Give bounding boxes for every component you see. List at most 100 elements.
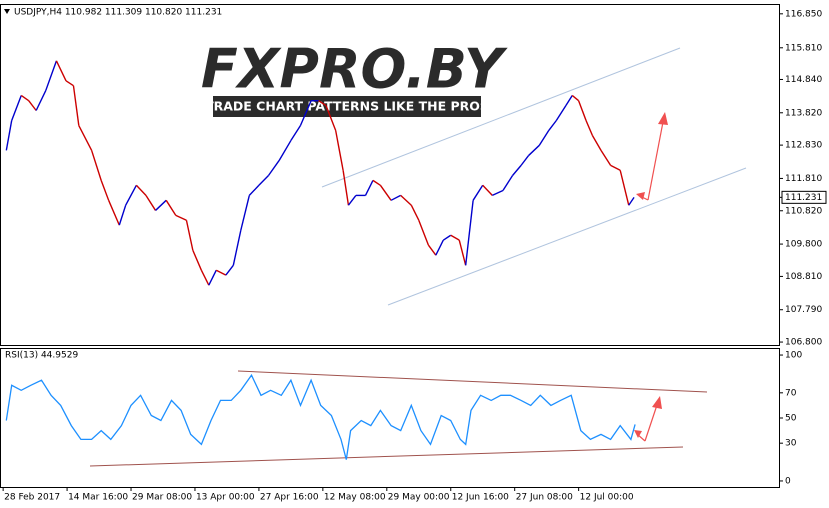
- price-segment: [325, 105, 337, 131]
- price-segment: [258, 175, 270, 186]
- x-tick-label: 12 Jul 00:00: [580, 493, 634, 503]
- arrowhead: [652, 396, 662, 409]
- x-tick-label: 14 Mar 16:00: [68, 493, 128, 503]
- price-segment: [538, 130, 550, 146]
- last-price-box: [781, 190, 827, 204]
- y-tick-label: 107.790: [785, 305, 822, 315]
- channel-lower: [387, 167, 747, 306]
- price-header: USDJPY,H4 110.982 111.309 110.820 111.23…: [14, 8, 222, 18]
- price-segment: [200, 269, 210, 286]
- price-segment: [100, 180, 110, 201]
- last-price-label: 111.231: [785, 193, 822, 203]
- price-segment: [334, 130, 344, 171]
- price-segment: [65, 80, 74, 87]
- price-segment: [410, 204, 420, 221]
- price-segment: [591, 135, 602, 151]
- price-segment: [267, 160, 280, 176]
- price-segment: [427, 244, 437, 256]
- price-segment: [192, 250, 203, 271]
- price-segment: [90, 150, 102, 181]
- header-icon: [4, 9, 10, 14]
- price-segment: [628, 196, 635, 206]
- rsi-trend-upper: [237, 370, 708, 393]
- price-segment: [232, 230, 242, 266]
- rsi-trend-lines: [89, 370, 708, 467]
- price-segment: [364, 180, 374, 196]
- price-segment: [240, 195, 251, 231]
- price-segment: [318, 100, 327, 107]
- price-segment: [435, 239, 444, 256]
- price-segment: [225, 264, 234, 276]
- price-segment: [555, 105, 567, 121]
- y-tick-label: 30: [785, 439, 797, 449]
- price-segment: [165, 199, 177, 216]
- price-segment: [175, 214, 187, 221]
- price-segment: [78, 125, 93, 151]
- price-segment: [464, 200, 474, 266]
- price-segment: [5, 120, 13, 151]
- price-segment: [472, 184, 484, 201]
- price-segment: [492, 189, 504, 197]
- price-segment: [45, 60, 58, 91]
- price-segment: [442, 234, 452, 241]
- y-tick-label: 110.820: [785, 206, 822, 216]
- x-tick-label: 28 Feb 2017: [4, 493, 60, 503]
- price-segment: [72, 85, 80, 126]
- price-segment: [482, 184, 493, 196]
- rsi-label: RSI(13) 44.9529: [5, 351, 78, 361]
- x-tick-label: 13 Apr 00:00: [196, 493, 255, 503]
- y-tick-label: 112.830: [785, 141, 822, 151]
- y-tick-label: 111.810: [785, 174, 822, 184]
- y-tick-label: 50: [785, 414, 797, 424]
- price-segment: [248, 184, 260, 196]
- price-segment: [610, 164, 621, 171]
- price-segment: [450, 234, 460, 241]
- y-tick-label: 116.850: [785, 9, 822, 19]
- price-segment: [118, 204, 127, 226]
- channel-upper: [321, 47, 681, 188]
- y-tick-label: 109.800: [785, 240, 822, 250]
- price-segment: [390, 194, 401, 201]
- price-segment: [379, 184, 392, 201]
- price-segment: [577, 100, 587, 121]
- y-tick-label: 113.820: [785, 108, 822, 118]
- price-segment: [11, 95, 22, 121]
- price-segment: [342, 170, 350, 206]
- x-tick-label: 29 May 00:00: [388, 493, 450, 503]
- price-segment: [458, 239, 467, 266]
- arrowhead: [658, 112, 668, 125]
- price-segment: [502, 175, 514, 191]
- price-segment: [418, 219, 430, 246]
- price-segment: [548, 120, 557, 131]
- price-segment: [135, 184, 147, 196]
- x-tick-label: 29 Mar 08:00: [132, 493, 192, 503]
- y-tick-label: 100: [785, 351, 802, 361]
- price-segment: [565, 95, 573, 106]
- rsi-trend-lower: [89, 446, 684, 467]
- price-segment: [290, 125, 302, 141]
- price-segment: [512, 164, 522, 176]
- price-segment: [520, 155, 530, 166]
- y-tick-label: 70: [785, 388, 797, 398]
- price-segment: [20, 94, 30, 102]
- price-segment: [585, 120, 594, 136]
- y-tick-label: 106.800: [785, 338, 822, 348]
- price-segment: [107, 200, 120, 226]
- price-frame: [0, 4, 780, 346]
- arrow: [647, 121, 664, 201]
- x-tick-label: 27 Jun 08:00: [516, 493, 573, 503]
- price-segment: [215, 269, 227, 276]
- price-segment: [619, 170, 630, 206]
- price-segment: [185, 220, 194, 251]
- price-segment: [347, 194, 357, 206]
- forecast-arrows: [634, 112, 668, 442]
- y-tick-label: 0: [785, 476, 791, 486]
- price-segment: [372, 179, 381, 186]
- price-segment: [155, 199, 167, 211]
- price-segment: [600, 149, 612, 166]
- price-segment: [278, 140, 292, 161]
- channel-lines: [321, 47, 747, 306]
- watermark: FXPRO.BY TRADE CHART PATTERNS LIKE THE P…: [201, 38, 508, 117]
- y-tick-label: 108.810: [785, 272, 822, 282]
